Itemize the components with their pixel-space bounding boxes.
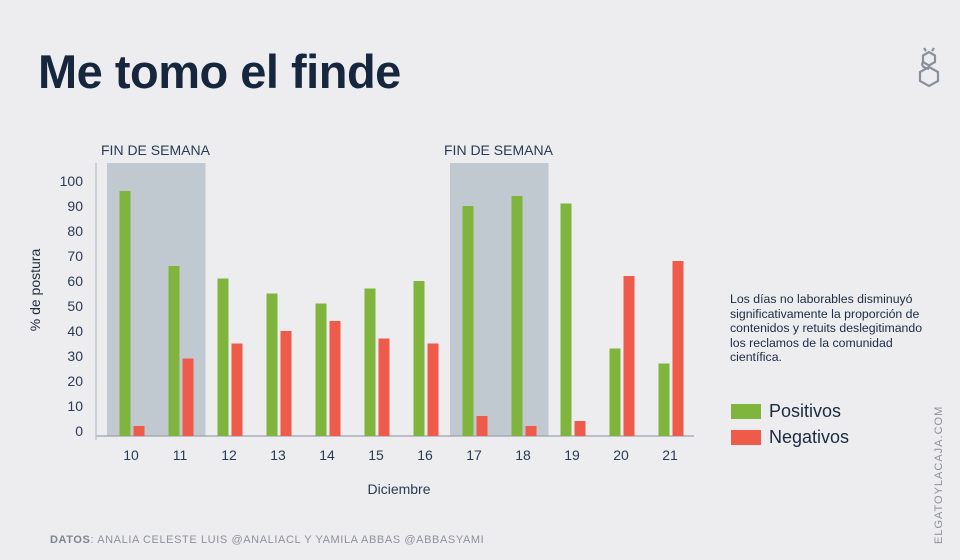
y-tick-label: 0 [75,423,83,439]
bar-positivos-12 [217,278,229,436]
bar-negativos-19 [574,421,586,436]
data-credit-text: : ANALIA CELESTE LUIS @ANALIACL Y YAMILA… [90,534,485,546]
data-credit: DATOS: ANALIA CELESTE LUIS @ANALIACL Y Y… [50,534,484,546]
y-tick-label: 50 [67,298,83,314]
x-tick-label: 18 [515,447,531,463]
page-title: Me tomo el finde [38,45,401,98]
y-tick-label: 60 [67,273,83,289]
x-tick-label: 16 [417,447,433,463]
x-tick-label: 20 [613,447,629,463]
x-tick-label: 11 [173,447,188,463]
bar-negativos-14 [329,321,341,436]
y-tick-label: 80 [67,223,83,239]
y-tick-label: 20 [67,373,83,389]
bar-negativos-21 [672,261,684,436]
bar-positivos-17 [462,206,474,436]
x-axis-label: Diciembre [367,481,430,497]
legend-label-negativos: Negativos [769,426,850,447]
x-tick-label: 12 [221,447,237,463]
legend-label-positivos: Positivos [769,400,842,421]
y-tick-label: 100 [60,173,84,189]
annotation-text: Los días no laborables disminuyó signifi… [730,292,923,365]
x-tick-label: 19 [564,447,580,463]
bar-negativos-11 [182,358,194,436]
bar-negativos-13 [280,331,292,436]
data-credit-prefix: DATOS [50,534,91,546]
legend-swatch-positivos [731,403,761,419]
bar-positivos-10 [119,191,131,436]
bar-negativos-17 [476,416,488,436]
bar-negativos-18 [525,426,537,436]
x-tick-label: 15 [368,447,384,463]
bar-positivos-20 [609,348,621,436]
bar-positivos-15 [364,288,376,436]
site-url: ELGATOYLACAJA.COM [933,405,945,544]
bar-positivos-19 [560,203,572,436]
x-tick-label: 10 [123,447,139,463]
y-tick-label: 10 [67,398,83,414]
weekend-highlight-label: FIN DE SEMANA [101,142,211,158]
bar-positivos-13 [266,293,278,436]
legend-item-positivos: Positivos [731,398,849,424]
weekend-highlight-label: FIN DE SEMANA [444,142,554,158]
bar-negativos-12 [231,343,243,436]
legend: Positivos Negativos [731,398,849,450]
y-tick-label: 70 [67,248,83,264]
cat-hexagon-logo-icon [918,47,940,88]
bar-negativos-15 [378,338,390,436]
x-tick-label: 17 [466,447,482,463]
bar-negativos-10 [133,426,145,436]
bar-positivos-14 [315,303,327,436]
legend-swatch-negativos [731,429,761,445]
bar-negativos-20 [623,276,635,436]
bar-positivos-11 [168,266,180,436]
bar-positivos-16 [413,281,425,436]
x-tick-label: 14 [319,447,335,463]
y-tick-label: 90 [67,198,83,214]
bar-positivos-18 [511,196,523,436]
y-tick-label: 40 [67,323,83,339]
bar-positivos-21 [658,363,670,436]
y-tick-label: 30 [67,348,83,364]
legend-item-negativos: Negativos [731,424,849,450]
y-axis-label: % de postura [27,248,43,332]
x-tick-label: 21 [662,447,678,463]
bar-negativos-16 [427,343,439,436]
x-tick-label: 13 [270,447,286,463]
